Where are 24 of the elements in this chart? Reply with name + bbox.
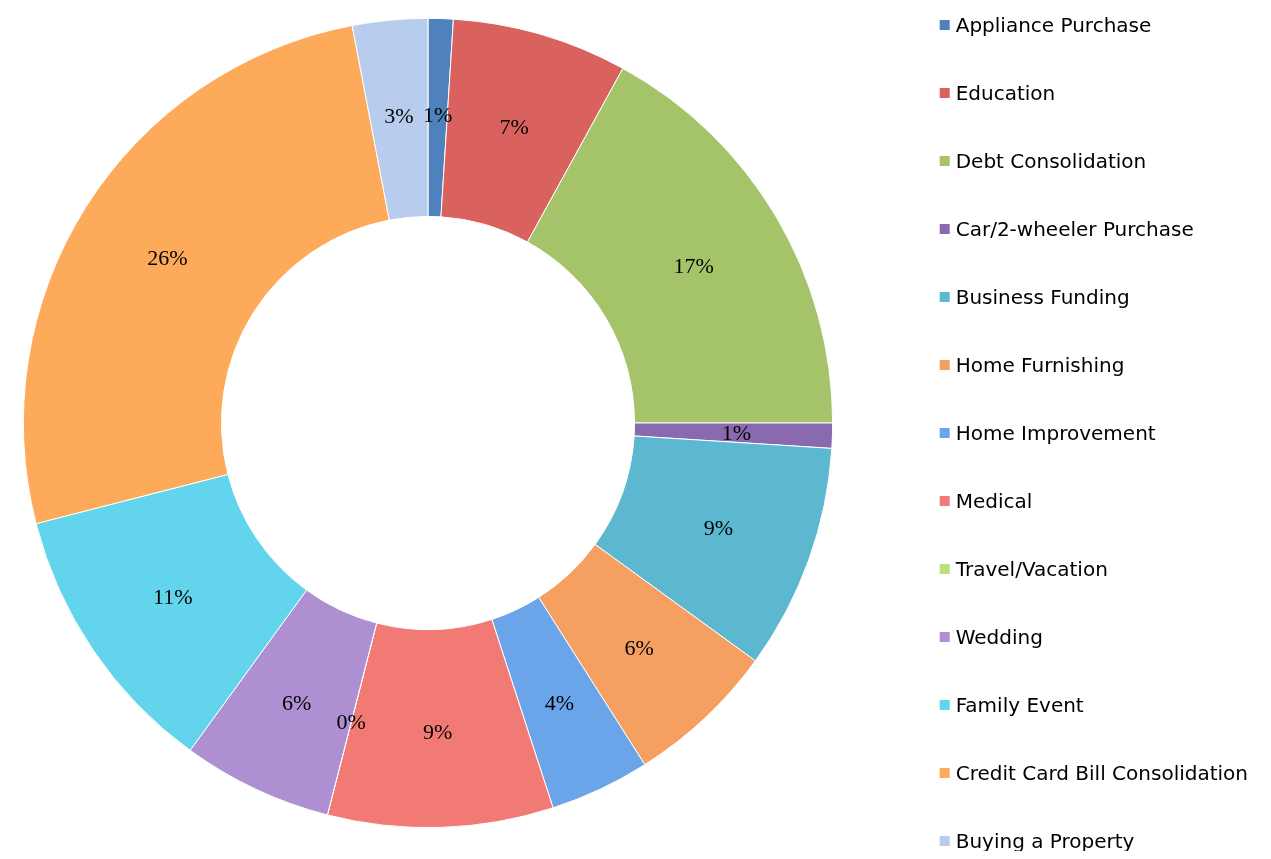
legend-label: Education	[955, 81, 1056, 105]
legend-label: Home Furnishing	[955, 353, 1125, 377]
data-label: 6%	[281, 689, 312, 715]
legend-label: Wedding	[955, 625, 1043, 649]
data-label: 26%	[147, 245, 188, 271]
legend-label: Car/2-wheeler Purchase	[955, 217, 1194, 241]
legend-label: Family Event	[955, 693, 1084, 717]
legend-label: Medical	[955, 489, 1033, 513]
data-label: 9%	[423, 718, 453, 744]
text: 0%	[336, 709, 366, 735]
data-label: 6%	[624, 635, 654, 661]
data-label: 1%	[721, 420, 752, 446]
legend-label: Debt Consolidation	[955, 149, 1147, 173]
data-label: 4%	[544, 689, 575, 715]
legend-label: Business Funding	[955, 285, 1130, 309]
legend-label: Home Improvement	[955, 421, 1156, 445]
data-label: 17%	[673, 253, 714, 279]
data-label: 11%	[153, 583, 193, 609]
data-label: 7%	[499, 114, 529, 140]
legend-label: Appliance Purchase	[955, 13, 1152, 37]
legend-label: Travel/Vacation	[954, 557, 1108, 581]
legend-label: Credit Card Bill Consolidation	[955, 761, 1249, 785]
data-label: 9%	[703, 515, 734, 541]
data-label: 3%	[384, 103, 414, 129]
